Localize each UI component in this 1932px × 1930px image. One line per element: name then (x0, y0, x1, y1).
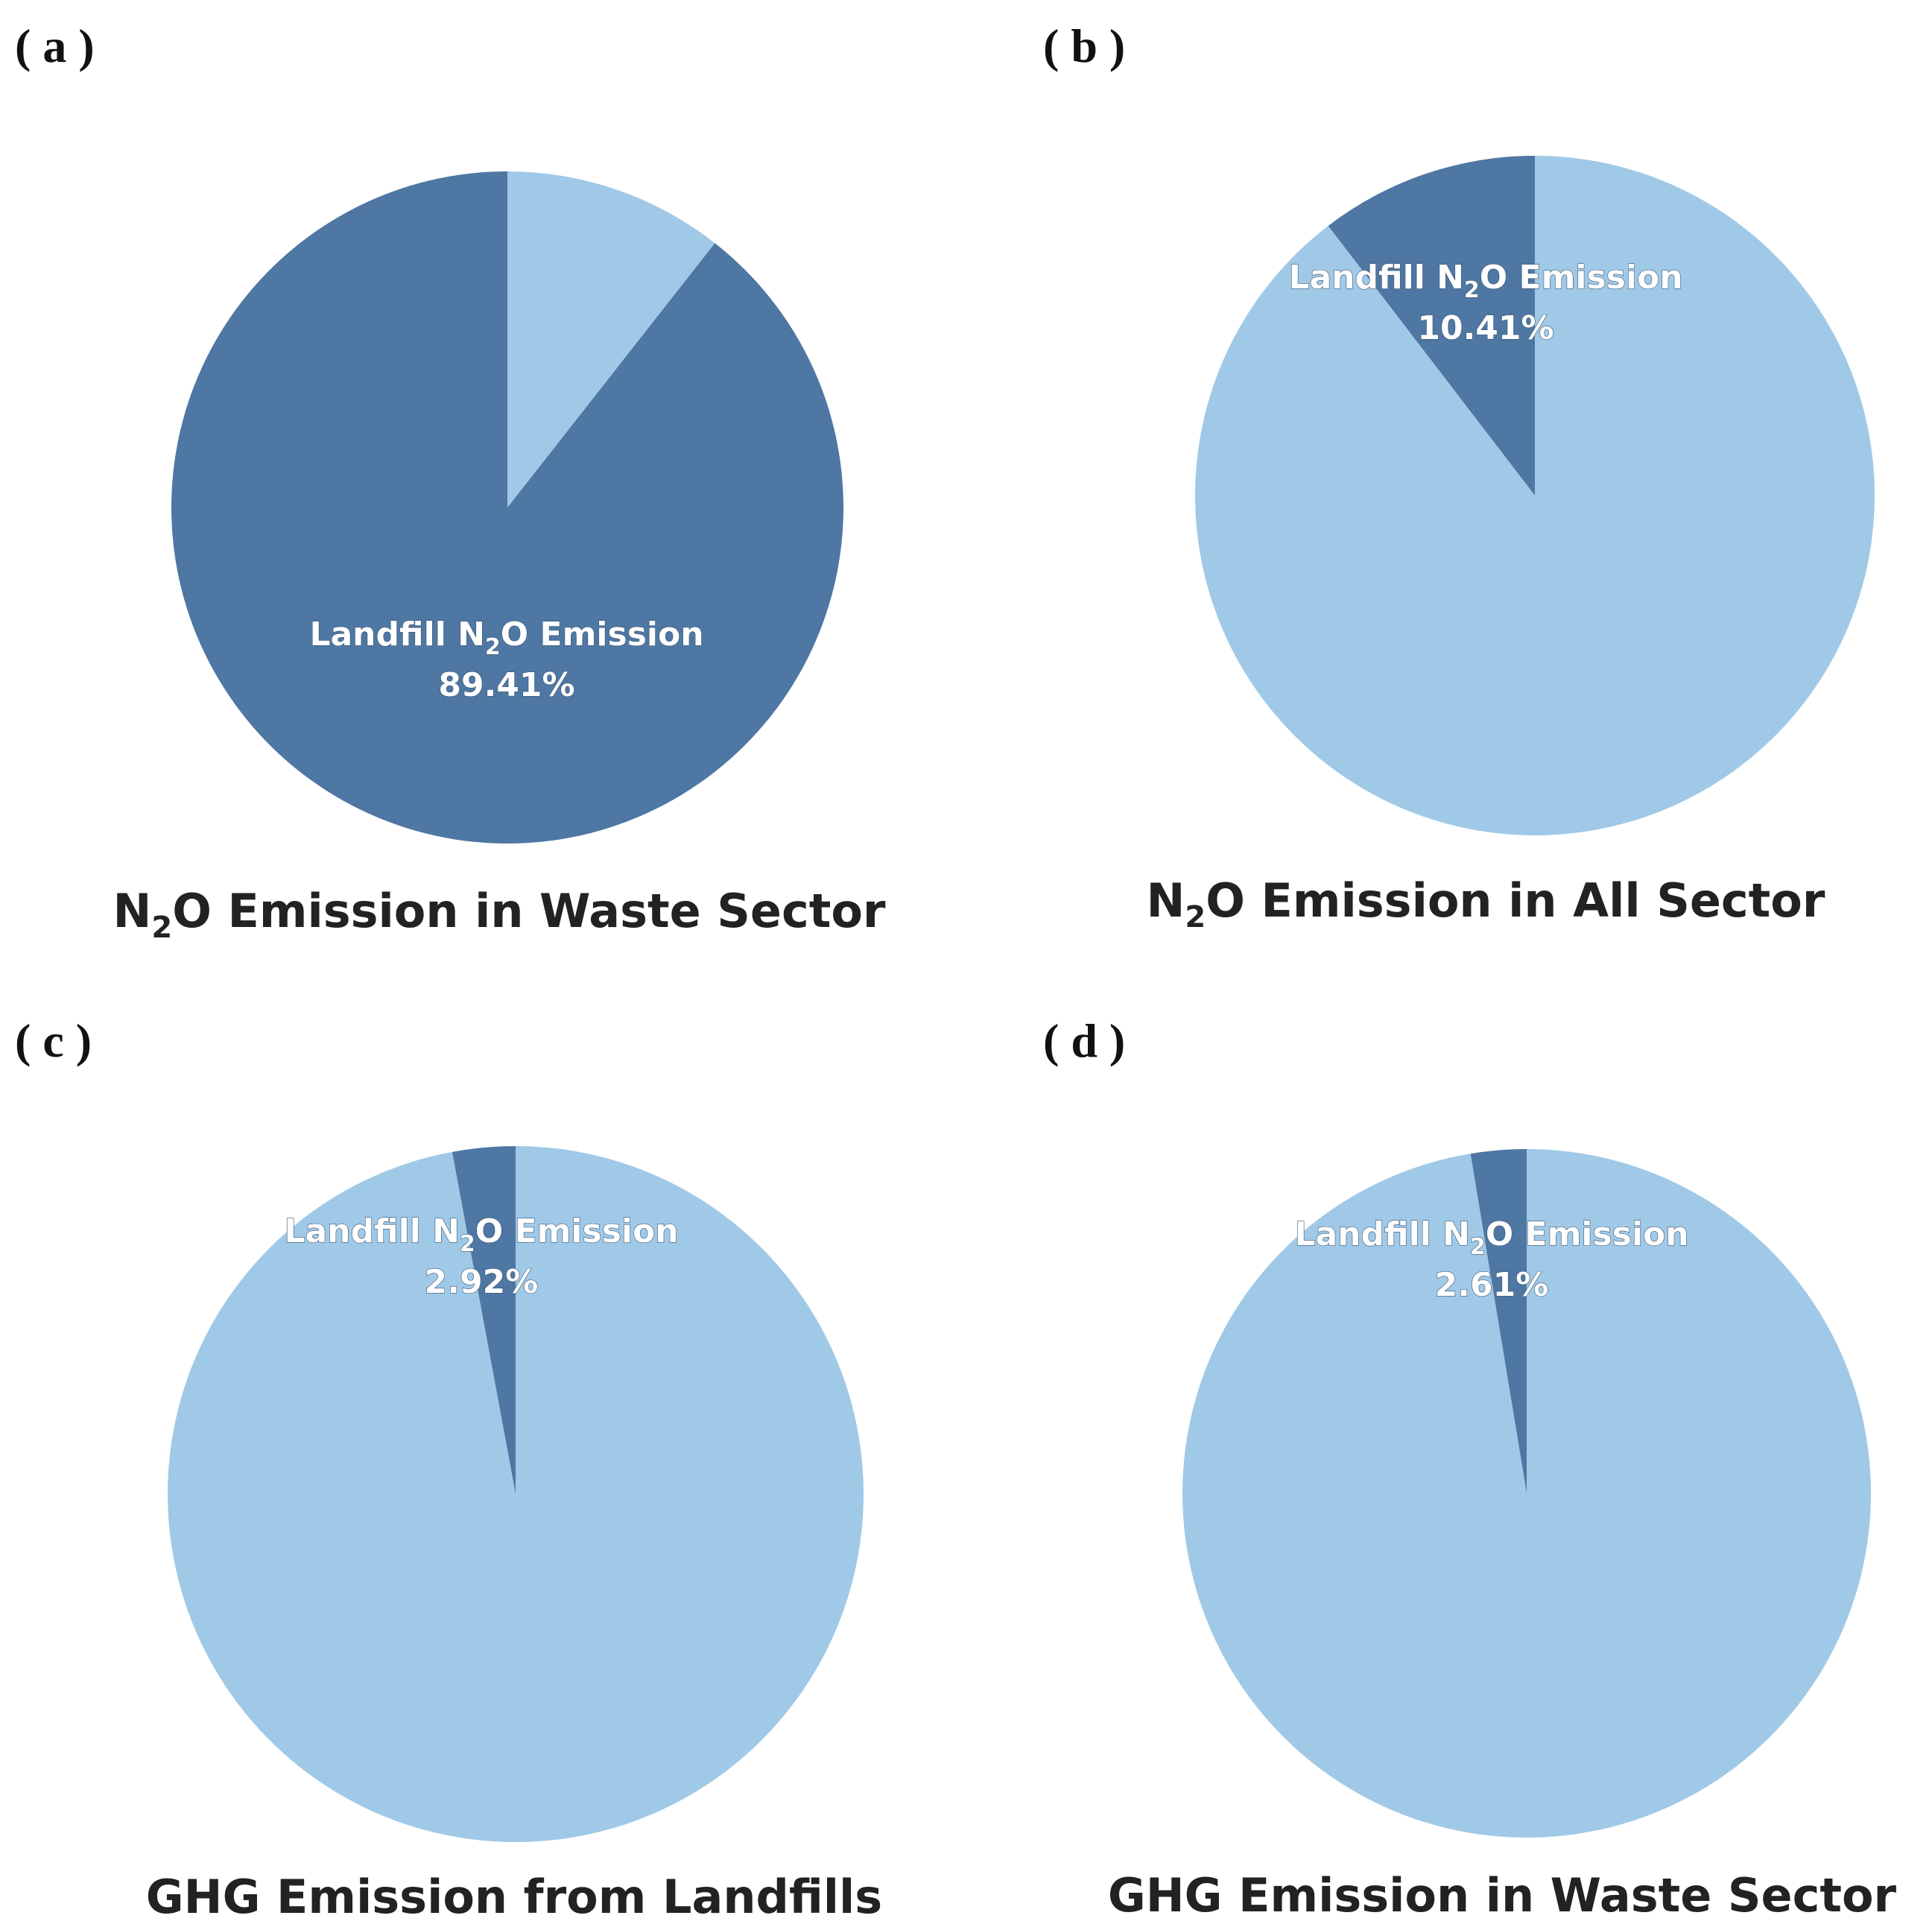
slice-label-name-d: Landfill N2O Emission (1294, 1215, 1688, 1260)
chart-title-d: GHG Emission in Waste Sector (1107, 1868, 1897, 1923)
pie-chart-d: Landfill N2O Emission 2.61% (1182, 1149, 1872, 1838)
panel-label-b: ( b ) (1043, 19, 1126, 72)
chart-panel-c: ( c ) Landfill N2O Emission 2.92% GHG Em… (0, 965, 966, 1930)
slice-landfill-c (452, 1146, 516, 1494)
slice-label-name-a: Landfill N2O Emission (309, 616, 703, 660)
slice-landfill-a (171, 171, 843, 844)
panel-label-a: ( a ) (15, 19, 95, 72)
chart-panel-b: ( b ) Landfill N2O Emission 10.41% N2O E… (966, 0, 1931, 965)
slice-other-b (1194, 156, 1875, 835)
panel-label-c: ( c ) (15, 1014, 92, 1067)
slice-label-value-a: 89.41% (438, 666, 574, 704)
chart-title-a: N2O Emission in Waste Sector (113, 884, 886, 945)
chart-title-c: GHG Emission from Landfills (145, 1870, 883, 1924)
slice-other-a (507, 171, 715, 507)
slice-label-name-b: Landfill N2O Emission (1288, 259, 1682, 303)
slice-label-value-d: 2.61% (1435, 1266, 1549, 1304)
slice-label-value-c: 2.92% (425, 1263, 539, 1301)
slice-label-name-c: Landfill N2O Emission (284, 1212, 678, 1257)
slice-other-c (168, 1146, 864, 1842)
pie-chart-c: Landfill N2O Emission 2.92% (168, 1146, 864, 1842)
panel-label-d: ( d ) (1043, 1014, 1126, 1067)
slice-landfill-b (1328, 156, 1535, 496)
slice-landfill-d (1470, 1149, 1527, 1493)
slice-label-value-b: 10.41% (1417, 309, 1553, 347)
chart-panel-d: ( d ) Landfill N2O Emission 2.61% GHG Em… (966, 965, 1931, 1930)
chart-title-b: N2O Emission in All Sector (1146, 873, 1825, 934)
slice-other-d (1182, 1149, 1872, 1838)
pie-chart-a: Landfill N2O Emission 89.41% (171, 171, 843, 844)
pie-chart-b: Landfill N2O Emission 10.41% (1194, 156, 1875, 835)
chart-panel-a: ( a ) Landfill N2O Emission 89.41% N2O E… (0, 0, 966, 965)
